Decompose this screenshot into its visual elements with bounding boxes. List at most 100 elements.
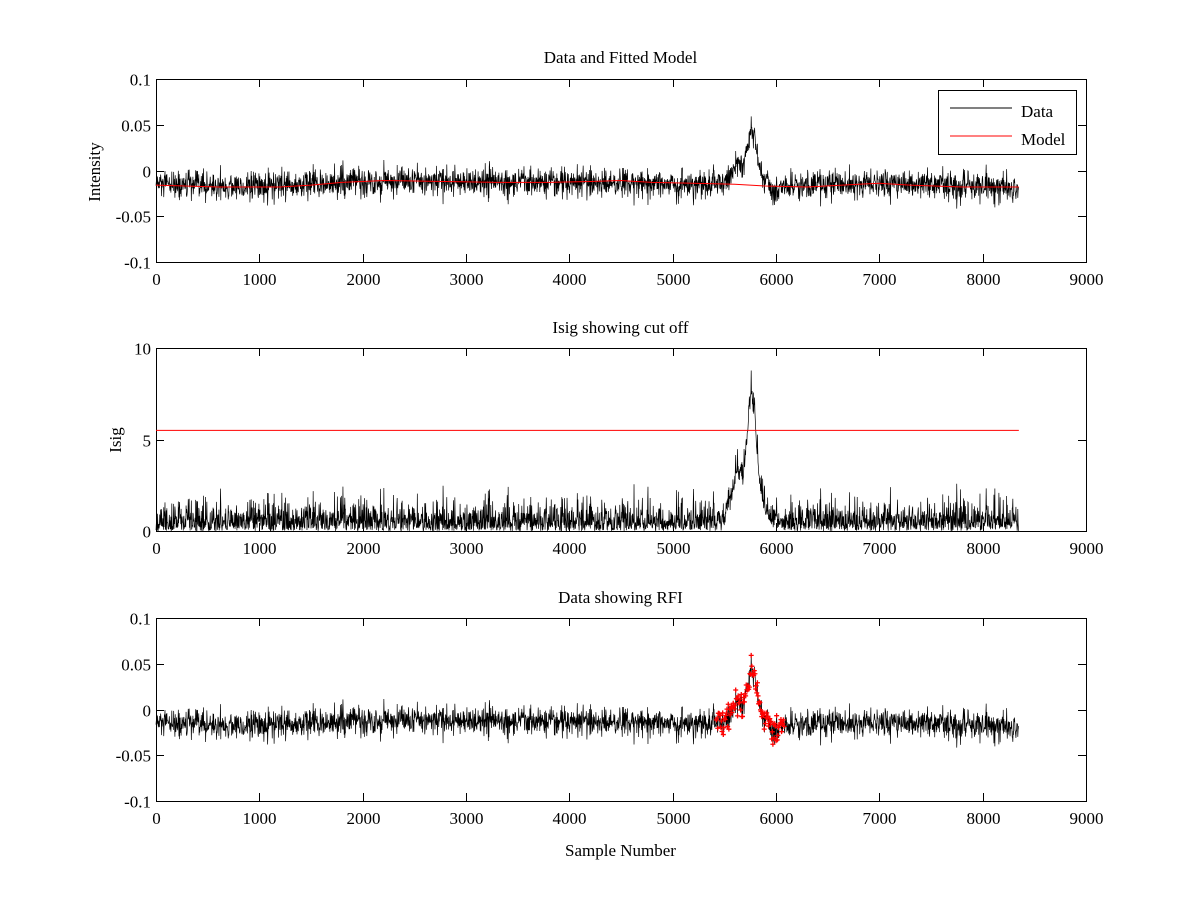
rfi-marker	[717, 713, 723, 719]
x-tick-label: 3000	[450, 270, 484, 289]
rfi-marker	[725, 701, 731, 707]
rfi-marker	[746, 684, 752, 690]
y-tick-label: 0	[143, 163, 152, 182]
data-line	[155, 116, 1020, 209]
panel-1-ylabel: Intensity	[85, 142, 104, 202]
x-tick-label: 8000	[967, 539, 1001, 558]
rfi-marker	[754, 690, 760, 696]
rfi-marker	[735, 693, 741, 699]
y-tick-label: 0.1	[130, 610, 151, 629]
x-tick-label: 5000	[657, 539, 691, 558]
x-tick-label: 3000	[450, 539, 484, 558]
x-tick-label: 4000	[553, 270, 587, 289]
rfi-marker	[780, 717, 786, 723]
rfi-marker	[735, 713, 741, 719]
rfi-marker	[733, 687, 739, 693]
signal-line	[155, 370, 1020, 533]
rfi-markers	[713, 652, 787, 747]
x-tick-label: 7000	[863, 539, 897, 558]
panel-data-and-fitted-model: Data and Fitted Model Intensity 0 1000 200…	[85, 48, 1104, 289]
panel-data-showing-rfi: Data showing RFI 0 1000 2000 3000 4000 5000 60…	[116, 588, 1104, 860]
x-tick-label: 4000	[553, 539, 587, 558]
rfi-marker	[738, 707, 744, 713]
x-tick-label: 4000	[553, 809, 587, 828]
rfi-marker	[719, 729, 725, 735]
y-tick-label: -0.1	[124, 254, 151, 273]
panel-isig-showing-cut-off: Isig showing cut off Isig 0 1000 2000 3000 4…	[106, 318, 1104, 558]
panel-1-plot-area: 0 1000 2000 3000 4000 5000 6000 7000 8000 9000 -0.…	[116, 71, 1104, 290]
rfi-marker	[768, 718, 774, 724]
x-tick-label: 6000	[760, 270, 794, 289]
y-tick-label: 0	[143, 702, 152, 721]
x-tick-label: 2000	[347, 539, 381, 558]
rfi-marker	[769, 729, 775, 735]
y-tick-label: 0.05	[121, 656, 151, 675]
x-tick-label: 9000	[1070, 809, 1104, 828]
rfi-marker	[774, 713, 780, 719]
rfi-marker	[740, 713, 746, 719]
panel-2-plot-area: 0 1000 2000 3000 4000 5000 6000 7000 8000 9000 0 5 1…	[134, 340, 1104, 559]
panel-3-plot-area: 0 1000 2000 3000 4000 5000 6000 7000 8000 9000 -0.…	[116, 610, 1104, 829]
rfi-marker	[770, 741, 776, 747]
x-tick-label: 2000	[347, 270, 381, 289]
x-tick-label: 0	[152, 270, 161, 289]
rfi-marker	[771, 735, 777, 741]
x-tick-label: 7000	[863, 809, 897, 828]
x-tick-label: 5000	[657, 270, 691, 289]
rfi-marker	[766, 723, 772, 729]
rfi-marker	[714, 715, 720, 721]
legend-model-label: Model	[1021, 130, 1066, 149]
rfi-marker	[752, 671, 758, 677]
rfi-marker	[748, 652, 754, 658]
x-tick-label: 2000	[347, 809, 381, 828]
x-tick-label: 1000	[243, 809, 277, 828]
rfi-marker	[726, 726, 732, 732]
legend-data-label: Data	[1021, 102, 1054, 121]
rfi-marker	[720, 732, 726, 738]
panel-3-title: Data showing RFI	[558, 588, 683, 607]
x-tick-label: 9000	[1070, 270, 1104, 289]
axes-box	[156, 348, 1087, 532]
rfi-marker	[732, 702, 738, 708]
rfi-marker	[749, 663, 755, 669]
rfi-marker	[715, 725, 721, 731]
x-tick-label: 6000	[760, 539, 794, 558]
y-tick-label: 5	[143, 432, 152, 451]
panel-1-title: Data and Fitted Model	[544, 48, 698, 67]
rfi-marker	[743, 693, 749, 699]
x-tick-label: 5000	[657, 809, 691, 828]
x-tick-label: 8000	[967, 809, 1001, 828]
rfi-marker	[762, 721, 768, 727]
model-line	[155, 180, 1019, 188]
rfi-marker	[737, 696, 743, 702]
y-tick-label: -0.05	[116, 747, 151, 766]
rfi-marker	[753, 683, 759, 689]
rfi-marker	[757, 700, 763, 706]
rfi-marker	[781, 723, 787, 729]
y-tick-label: 0.1	[130, 71, 151, 90]
x-tick-label: 9000	[1070, 539, 1104, 558]
y-tick-label: -0.05	[116, 208, 151, 227]
legend-box	[938, 90, 1077, 155]
axes-box	[156, 618, 1087, 802]
rfi-marker	[761, 726, 767, 732]
rfi-marker	[779, 729, 785, 735]
rfi-marker	[729, 710, 735, 716]
x-tick-label: 8000	[967, 270, 1001, 289]
x-tick-label: 0	[152, 809, 161, 828]
x-tick-label: 3000	[450, 809, 484, 828]
x-tick-label: 7000	[863, 270, 897, 289]
rfi-marker	[774, 737, 780, 743]
panel-3-xlabel: Sample Number	[565, 841, 676, 860]
rfi-marker	[721, 725, 727, 731]
rfi-marker	[718, 718, 724, 724]
x-tick-label: 6000	[760, 809, 794, 828]
y-tick-label: 0.05	[121, 117, 151, 136]
rfi-marker	[764, 710, 770, 716]
rfi-marker	[775, 732, 781, 738]
rfi-marker	[741, 699, 747, 705]
x-tick-label: 0	[152, 539, 161, 558]
y-tick-label: 10	[134, 340, 151, 359]
panel-1-legend: Data Model	[938, 90, 1077, 155]
